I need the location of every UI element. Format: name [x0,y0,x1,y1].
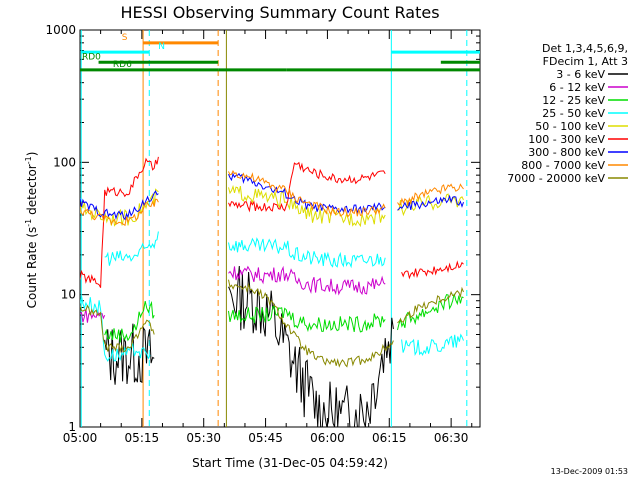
series-line [80,304,155,353]
legend-entry-label: 800 - 7000 keV [521,159,605,172]
series-line [104,231,159,266]
series-line [80,188,159,227]
series-line [228,161,386,213]
y-tick-label: 10 [61,288,76,302]
legend-entry-label: 12 - 25 keV [542,94,605,107]
footer-date: 13-Dec-2009 01:53 [551,467,628,476]
series-line [228,170,386,218]
chart-title: HESSI Observing Summary Count Rates [120,3,439,22]
series-line [228,172,386,215]
series-line [228,265,394,427]
series-line [80,295,151,362]
legend-entry-label: 6 - 12 keV [549,81,605,94]
series-line [80,190,159,221]
flag-label-n: N [158,42,165,52]
x-tick-label: 05:00 [63,431,98,445]
plot-frame [79,29,481,428]
y-tick-label: 1000 [45,23,76,37]
legend-header-line-2: FDecim 1, Att 3 [543,55,628,68]
legend-entry-label: 7000 - 20000 keV [507,172,605,185]
series-line [401,260,464,280]
flag-label-rd6: RD6 [113,60,132,70]
plot-area [79,29,481,428]
legend-entry-label: 300 - 800 keV [528,146,605,159]
y-axis-label: Count Rate (s-1 detector-1) [24,152,39,309]
flag-label-s: S [122,33,128,43]
legend: Det 1,3,4,5,6,9, FDecim 1, Att 3 3 - 6 k… [507,42,628,185]
x-tick-label: 06:00 [310,431,345,445]
series-line [228,305,386,333]
x-axis-label: Start Time (31-Dec-05 04:59:42) [192,456,388,470]
series-line [228,237,386,269]
plot-inner [80,30,480,427]
legend-header-line-1: Det 1,3,4,5,6,9, [542,42,628,55]
x-tick-label: 05:15 [125,431,160,445]
series-line [80,156,159,288]
series-line [228,265,386,296]
x-tick-label: 05:45 [248,431,283,445]
legend-entry-label: 3 - 6 keV [556,68,605,81]
series-line [80,198,159,227]
series-line [397,293,464,331]
series-line [397,194,464,211]
y-tick-label: 1 [68,420,76,434]
x-tick-label: 06:30 [434,431,469,445]
y-tick-label: 100 [53,155,76,169]
series-line [397,183,464,207]
flag-label-rd0: RD0 [82,52,101,62]
legend-entry-label: 25 - 50 keV [542,107,605,120]
series-line [397,286,464,324]
series-line [401,333,464,357]
legend-entry-label: 100 - 300 keV [528,133,605,146]
x-tick-label: 05:30 [186,431,221,445]
x-tick-label: 06:15 [372,431,407,445]
legend-entry-label: 50 - 100 keV [535,120,605,133]
series-line [228,279,394,368]
series-line [228,184,386,228]
series-line [104,300,155,343]
